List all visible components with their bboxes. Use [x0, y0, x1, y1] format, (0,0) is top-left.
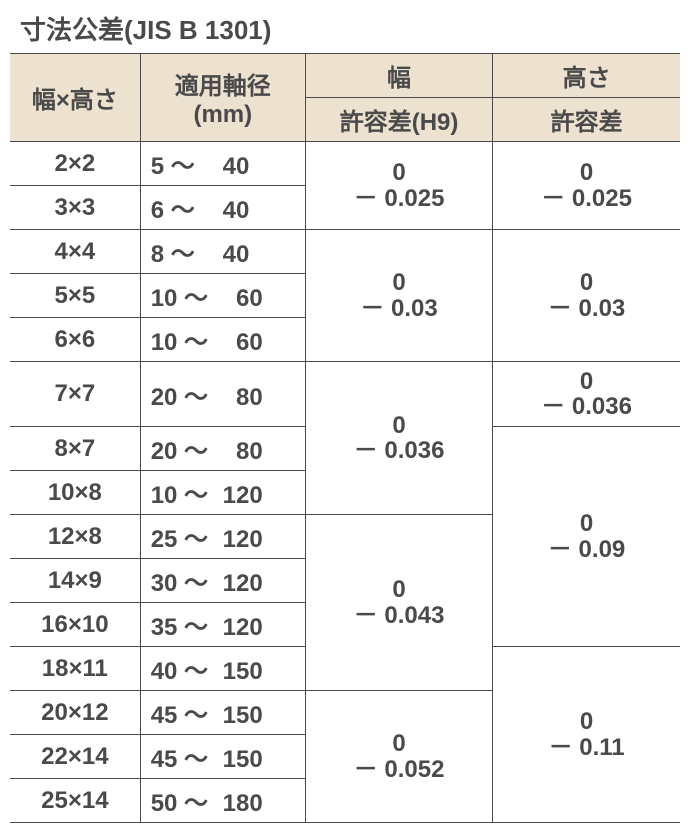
cell-width-tol: 0 － 0.043 — [305, 515, 492, 691]
cell-width-height: 3×3 — [10, 186, 140, 230]
cell-width-height: 6×6 — [10, 318, 140, 362]
header-height-tol: 許容差 — [493, 98, 680, 142]
cell-shaft-dia: 8 ～ 40 — [140, 230, 305, 274]
cell-width-height: 10×8 — [10, 471, 140, 515]
cell-width-height: 25×14 — [10, 779, 140, 823]
cell-width-tol: 0 － 0.03 — [305, 230, 492, 362]
cell-height-tol: 0 － 0.11 — [493, 647, 680, 823]
header-width: 幅 — [305, 54, 492, 98]
header-width-tol: 許容差(H9) — [305, 98, 492, 142]
cell-shaft-dia: 25 ～ 120 — [140, 515, 305, 559]
cell-shaft-dia: 30 ～ 120 — [140, 559, 305, 603]
cell-shaft-dia: 45 ～ 150 — [140, 691, 305, 735]
cell-shaft-dia: 10 ～ 120 — [140, 471, 305, 515]
cell-shaft-dia: 6 ～ 40 — [140, 186, 305, 230]
cell-shaft-dia: 20 ～ 80 — [140, 362, 305, 427]
cell-shaft-dia: 5 ～ 40 — [140, 142, 305, 186]
cell-width-height: 4×4 — [10, 230, 140, 274]
cell-width-height: 14×9 — [10, 559, 140, 603]
cell-width-height: 12×8 — [10, 515, 140, 559]
cell-width-tol: 0 － 0.025 — [305, 142, 492, 230]
cell-shaft-dia: 50 ～ 180 — [140, 779, 305, 823]
header-height: 高さ — [493, 54, 680, 98]
cell-height-tol: 0 － 0.09 — [493, 427, 680, 647]
cell-width-height: 8×7 — [10, 427, 140, 471]
cell-width-tol: 0 － 0.052 — [305, 691, 492, 823]
cell-shaft-dia: 35 ～ 120 — [140, 603, 305, 647]
cell-width-height: 5×5 — [10, 274, 140, 318]
cell-height-tol: 0 － 0.025 — [493, 142, 680, 230]
cell-height-tol: 0 － 0.03 — [493, 230, 680, 362]
cell-width-height: 2×2 — [10, 142, 140, 186]
cell-shaft-dia: 10 ～ 60 — [140, 274, 305, 318]
cell-shaft-dia: 10 ～ 60 — [140, 318, 305, 362]
header-width-height: 幅×高さ — [10, 54, 140, 142]
cell-width-height: 16×10 — [10, 603, 140, 647]
cell-height-tol: 0 － 0.036 — [493, 362, 680, 427]
header-shaft-dia: 適用軸径 (mm) — [140, 54, 305, 142]
cell-shaft-dia: 40 ～ 150 — [140, 647, 305, 691]
tolerance-table: 幅×高さ 適用軸径 (mm) 幅 高さ 許容差(H9) 許容差 2×25 ～ 4… — [10, 53, 680, 823]
cell-width-height: 22×14 — [10, 735, 140, 779]
cell-shaft-dia: 20 ～ 80 — [140, 427, 305, 471]
cell-width-height: 7×7 — [10, 362, 140, 427]
cell-width-tol: 0 － 0.036 — [305, 362, 492, 515]
cell-width-height: 18×11 — [10, 647, 140, 691]
table-title: 寸法公差(JIS B 1301) — [20, 10, 681, 47]
cell-width-height: 20×12 — [10, 691, 140, 735]
cell-shaft-dia: 45 ～ 150 — [140, 735, 305, 779]
